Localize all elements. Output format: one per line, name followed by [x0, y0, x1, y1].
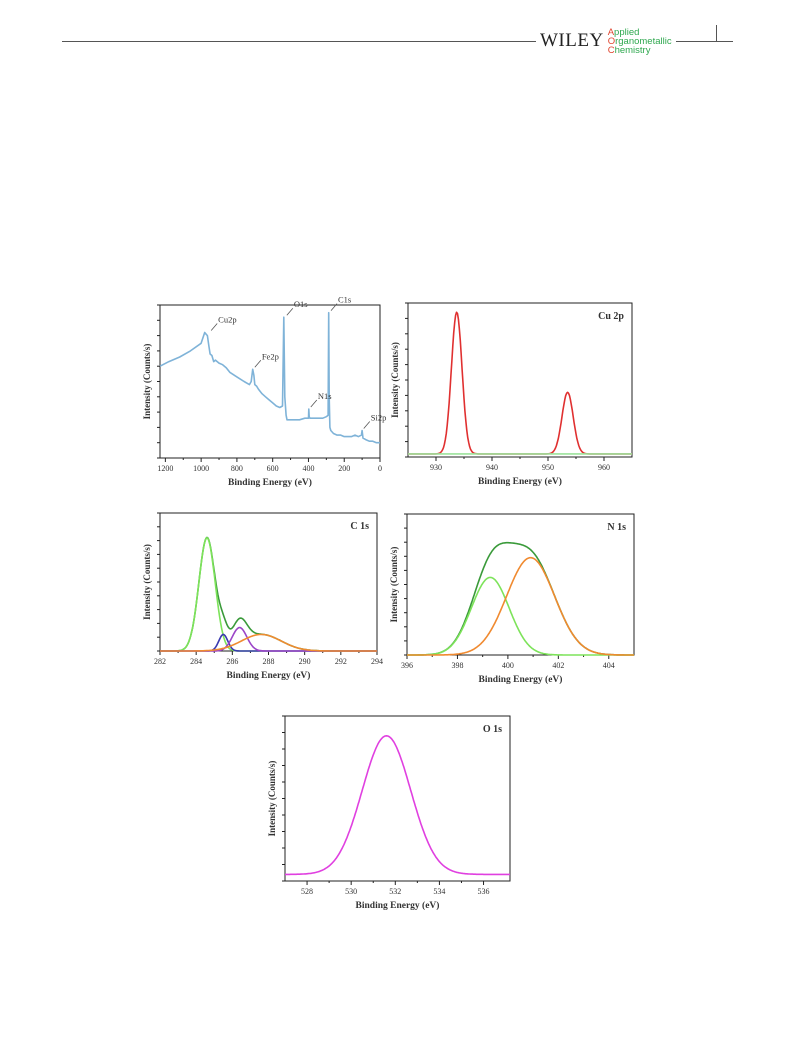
c1s-spectrum-chart: 282 284 286 288 290 292 294 Binding Energy (eV)… — [140, 510, 383, 698]
c1s-series-4 — [160, 633, 377, 652]
panel-title: Cu 2p — [598, 311, 624, 322]
y-axis-label: Intensity (Counts/s) — [142, 344, 152, 420]
cu2p-series-0 — [408, 311, 632, 455]
journal-line-2: Organometallic — [607, 36, 672, 47]
x-axis-label: Binding Energy (eV) — [228, 477, 312, 488]
x-axis-label: Binding Energy (eV) — [478, 476, 562, 487]
x-tick-label: 600 — [267, 464, 279, 473]
peak-annotation: Cu2p — [218, 315, 236, 325]
y-axis-label: Intensity (Counts/s) — [389, 547, 399, 623]
x-tick-label: 398 — [451, 661, 463, 670]
x-tick-label: 288 — [263, 657, 275, 666]
peak-annotation: N1s — [318, 391, 332, 401]
c1s-series-1 — [160, 537, 377, 652]
x-tick-label: 930 — [430, 463, 442, 472]
y-axis-label: Intensity (Counts/s) — [142, 544, 152, 620]
n1s-series-1 — [407, 576, 634, 656]
c1s-series-0 — [160, 536, 377, 652]
x-tick-label: 282 — [154, 657, 166, 666]
x-tick-label: 286 — [226, 657, 238, 666]
panel-title: N 1s — [607, 522, 626, 533]
journal-line-3: Chemistry — [607, 45, 651, 56]
cu2p-spectrum-chart: 930 940 950 960 Binding Energy (eV) Intensity… — [390, 298, 639, 498]
c1s-series-2 — [160, 633, 377, 652]
peak-annotation: Fe2p — [262, 351, 279, 361]
n1s-spectrum-chart: 396 398 400 402 404 Binding Energy (eV) Intens… — [389, 510, 637, 700]
annotation-pointer — [286, 307, 294, 316]
x-tick-label: 532 — [389, 887, 401, 896]
panel-title: O 1s — [483, 724, 502, 735]
annotation-pointer — [310, 399, 318, 408]
x-tick-label: 536 — [478, 887, 490, 896]
peak-annotation: C1s — [338, 295, 351, 305]
annotation-pointer — [254, 359, 262, 368]
journal-name: Applied Organometallic Chemistry — [607, 27, 672, 56]
survey-series-0 — [159, 311, 380, 444]
header-tick — [716, 25, 717, 41]
plot-frame — [284, 715, 511, 882]
x-axis-label: Binding Energy (eV) — [356, 900, 440, 911]
x-tick-label: 528 — [301, 887, 313, 896]
annotation-pointer — [363, 421, 371, 429]
publisher-name: WILEY — [540, 30, 604, 51]
x-tick-label: 294 — [371, 657, 383, 666]
journal-line-1: Applied — [607, 27, 640, 38]
x-tick-label: 0 — [378, 464, 382, 473]
x-tick-label: 1000 — [193, 464, 209, 473]
annotation-pointer — [330, 303, 338, 311]
y-axis-label: Intensity (Counts/s) — [390, 342, 400, 418]
survey-svg: 1200 1000 800 600 400 200 0 Binding Energy (eV)… — [142, 295, 386, 488]
x-tick-label: 396 — [401, 661, 413, 670]
c1s-svg: 282 284 286 288 290 292 294 Binding Energy (eV)… — [142, 512, 383, 681]
o1s-svg: 528 530 532 534 536 Binding Energy (eV) Intens… — [267, 715, 511, 911]
x-tick-label: 950 — [542, 463, 554, 472]
x-tick-label: 1200 — [157, 464, 173, 473]
cu2p-svg: 930 940 950 960 Binding Energy (eV) Intensity… — [390, 302, 633, 487]
x-tick-label: 200 — [338, 464, 350, 473]
peak-annotation: O1s — [294, 299, 308, 309]
plot-frame — [407, 302, 633, 458]
x-tick-label: 534 — [433, 887, 445, 896]
x-axis-label: Binding Energy (eV) — [479, 674, 563, 685]
n1s-series-2 — [407, 556, 634, 656]
x-tick-label: 404 — [603, 661, 615, 670]
x-tick-label: 290 — [299, 657, 311, 666]
x-tick-label: 400 — [502, 661, 514, 670]
y-axis-label: Intensity (Counts/s) — [267, 761, 277, 837]
x-tick-label: 284 — [190, 657, 202, 666]
x-axis-label: Binding Energy (eV) — [227, 670, 311, 681]
survey-spectrum-chart: 1200 1000 800 600 400 200 0 Binding Energy (eV)… — [140, 295, 386, 498]
plot-frame — [159, 304, 381, 459]
n1s-series-0 — [407, 541, 634, 656]
o1s-spectrum-chart: 528 530 532 534 536 Binding Energy (eV) Intens… — [264, 712, 516, 924]
annotation-pointer — [210, 323, 218, 331]
header-rule — [62, 41, 733, 42]
panel-title: C 1s — [350, 521, 369, 532]
peak-annotation: Si2p — [371, 412, 387, 422]
x-tick-label: 530 — [345, 887, 357, 896]
x-tick-label: 940 — [486, 463, 498, 472]
x-tick-label: 400 — [302, 464, 314, 473]
n1s-svg: 396 398 400 402 404 Binding Energy (eV) Intens… — [389, 513, 635, 685]
x-tick-label: 800 — [231, 464, 243, 473]
o1s-series-0 — [285, 735, 510, 876]
x-tick-label: 960 — [598, 463, 610, 472]
x-tick-label: 292 — [335, 657, 347, 666]
x-tick-label: 402 — [552, 661, 564, 670]
publisher-brand: WILEY Applied Organometallic Chemistry — [536, 28, 676, 56]
